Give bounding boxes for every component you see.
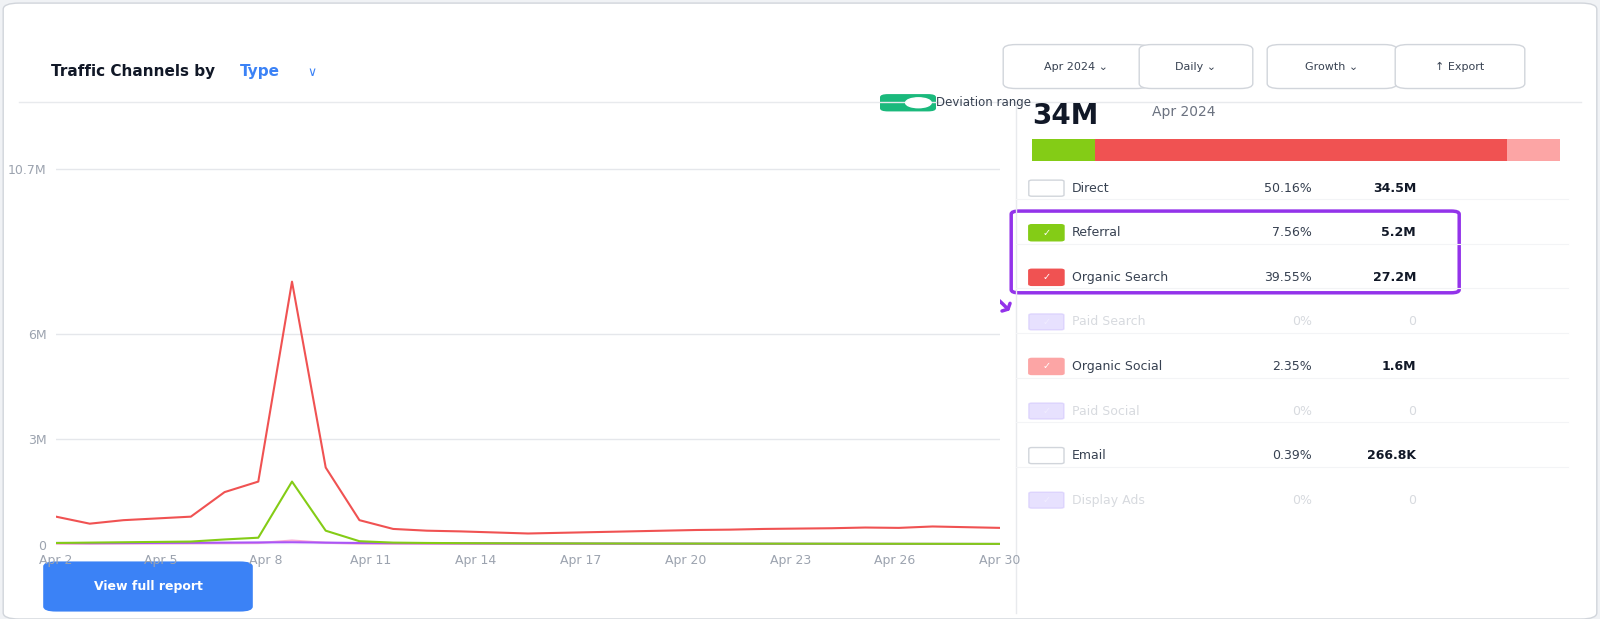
FancyBboxPatch shape [880,94,936,111]
Text: Organic Search: Organic Search [1072,271,1168,284]
Text: Organic Social: Organic Social [1072,360,1162,373]
FancyBboxPatch shape [1003,45,1149,89]
FancyBboxPatch shape [1395,45,1525,89]
Text: Direct: Direct [1072,181,1110,195]
FancyBboxPatch shape [3,3,1597,619]
FancyBboxPatch shape [1029,269,1064,285]
FancyBboxPatch shape [1029,492,1064,508]
Text: 7.56%: 7.56% [1272,226,1312,240]
Text: 0: 0 [1408,493,1416,507]
Text: ↑ Export: ↑ Export [1435,62,1485,72]
Text: Growth ⌄: Growth ⌄ [1306,62,1358,72]
Bar [1032,139,1096,161]
Text: ✓: ✓ [1042,317,1051,327]
Text: 0%: 0% [1293,493,1312,507]
FancyBboxPatch shape [1139,45,1253,89]
Text: 0%: 0% [1293,404,1312,418]
Text: 50.16%: 50.16% [1264,181,1312,195]
FancyBboxPatch shape [43,561,253,612]
Text: Deviation range: Deviation range [936,96,1030,110]
Text: Paid Social: Paid Social [1072,404,1139,418]
FancyBboxPatch shape [1029,180,1064,196]
Circle shape [906,98,931,108]
Text: 34.5M: 34.5M [1373,181,1416,195]
Text: 0%: 0% [1293,315,1312,329]
Text: ✓: ✓ [1042,406,1051,416]
FancyBboxPatch shape [1029,225,1064,241]
Text: 34M: 34M [1032,102,1098,130]
Text: 2.35%: 2.35% [1272,360,1312,373]
Text: Apr 2024 ⌄: Apr 2024 ⌄ [1043,62,1107,72]
Text: 27.2M: 27.2M [1373,271,1416,284]
Text: ✓: ✓ [1042,495,1051,505]
Text: 0: 0 [1408,315,1416,329]
Text: 39.55%: 39.55% [1264,271,1312,284]
FancyBboxPatch shape [1029,448,1064,464]
Text: ✓: ✓ [1042,228,1051,238]
Text: ∨: ∨ [307,66,317,79]
Text: Traffic Channels by: Traffic Channels by [51,64,221,79]
Text: Apr 2024: Apr 2024 [1152,105,1216,119]
Text: Type: Type [240,64,280,79]
Text: View full report: View full report [93,579,203,593]
Bar [1507,139,1560,161]
FancyBboxPatch shape [1029,314,1064,330]
Text: 5.2M: 5.2M [1381,226,1416,240]
Text: Referral: Referral [1072,226,1122,240]
Text: ✓: ✓ [1042,361,1051,371]
Text: 1.6M: 1.6M [1381,360,1416,373]
Bar [1096,139,1507,161]
Text: Paid Search: Paid Search [1072,315,1146,329]
Text: 0: 0 [1408,404,1416,418]
FancyBboxPatch shape [1029,358,1064,374]
Text: ✓: ✓ [1042,272,1051,282]
Text: Display Ads: Display Ads [1072,493,1146,507]
Text: Daily ⌄: Daily ⌄ [1176,62,1216,72]
FancyBboxPatch shape [1267,45,1397,89]
Text: Email: Email [1072,449,1107,462]
Text: 266.8K: 266.8K [1366,449,1416,462]
Text: 0.39%: 0.39% [1272,449,1312,462]
FancyBboxPatch shape [1029,403,1064,419]
